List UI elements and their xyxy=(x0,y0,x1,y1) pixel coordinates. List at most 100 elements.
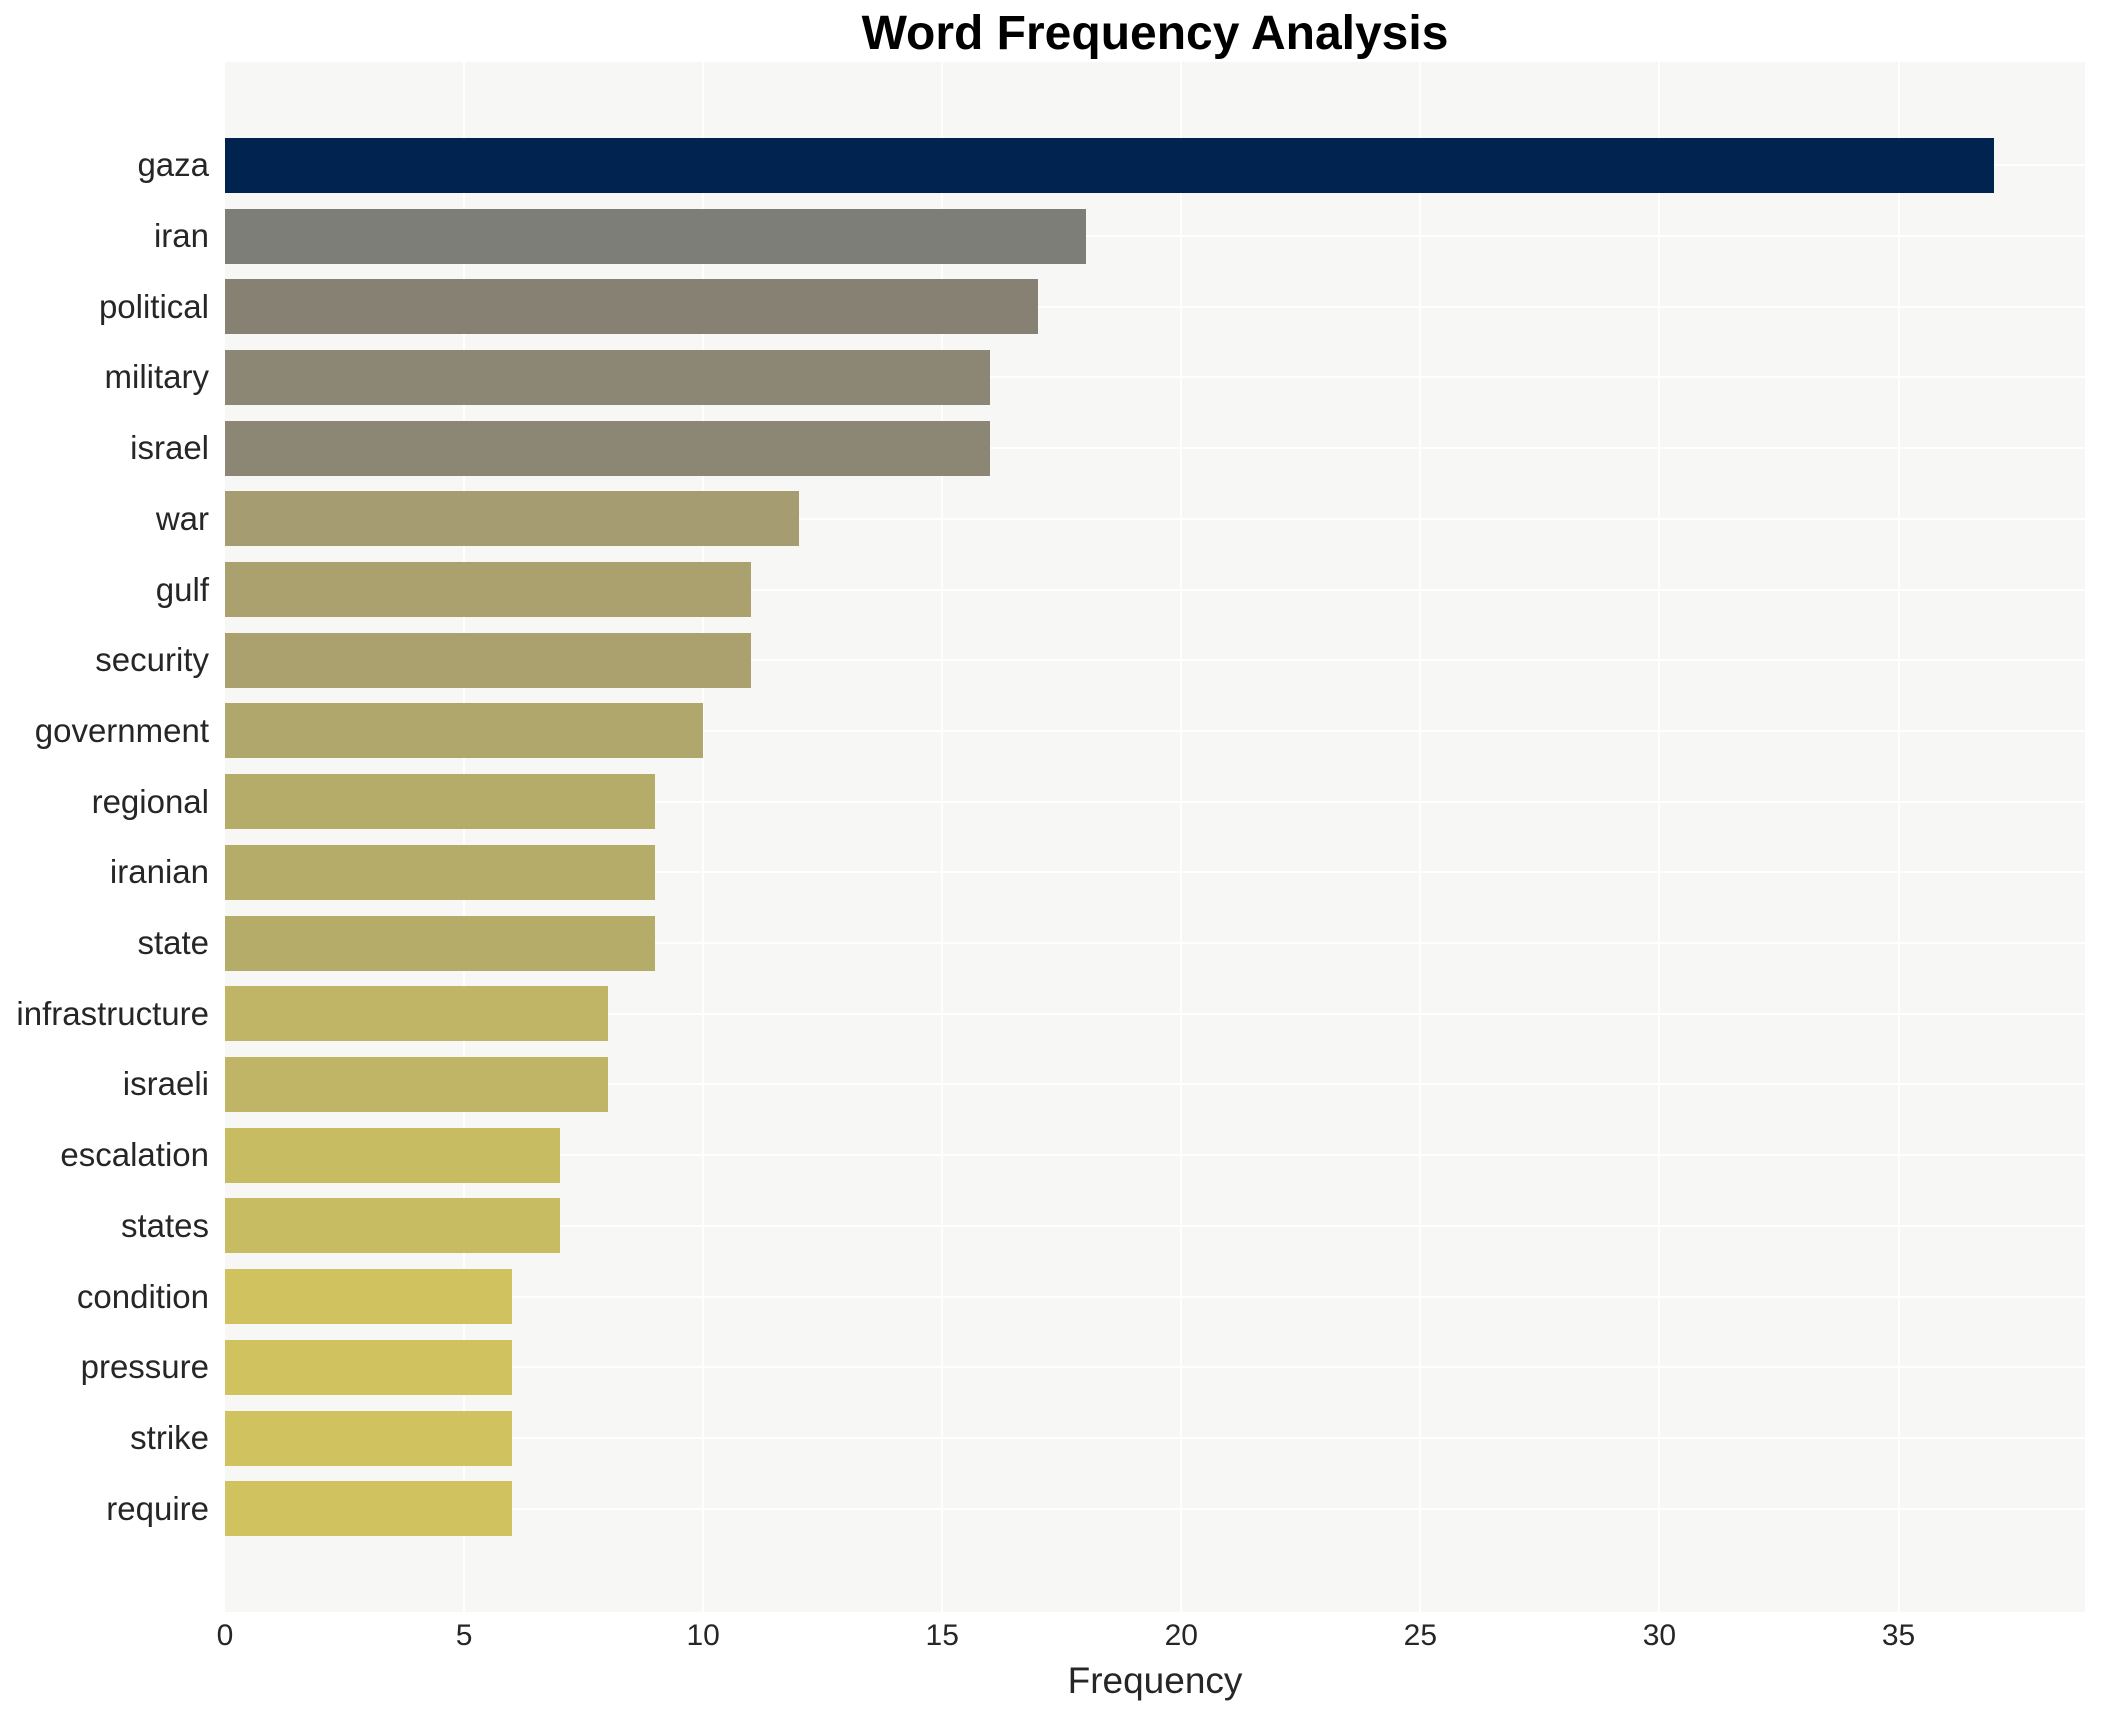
y-tick-label: gulf xyxy=(155,570,209,608)
bar-gulf xyxy=(225,562,751,618)
vertical-gridline xyxy=(941,62,944,1612)
bar-track xyxy=(225,625,2085,696)
bar-row: iranian xyxy=(0,837,2085,908)
bar-track xyxy=(225,837,2085,908)
bar-row: israeli xyxy=(0,1049,2085,1120)
horizontal-gridline xyxy=(225,1437,2085,1439)
vertical-gridline xyxy=(463,62,466,1612)
x-tick-label: 35 xyxy=(1881,1619,1916,1652)
bar-row: gulf xyxy=(0,554,2085,625)
bar-track xyxy=(225,1332,2085,1403)
bar-government xyxy=(225,703,704,759)
y-tick-label: pressure xyxy=(80,1348,209,1386)
y-tick-label: political xyxy=(98,287,209,325)
bar-row: states xyxy=(0,1191,2085,1262)
bar-infrastructure xyxy=(225,986,608,1042)
vertical-gridline xyxy=(1419,62,1422,1612)
bar-track xyxy=(225,1191,2085,1262)
vertical-gridline xyxy=(702,62,705,1612)
bar-israeli xyxy=(225,1056,608,1112)
y-tick-label: war xyxy=(155,499,209,537)
y-tick-label: state xyxy=(137,924,209,962)
bar-track xyxy=(225,271,2085,342)
bar-row: regional xyxy=(0,766,2085,837)
bar-row: iran xyxy=(0,201,2085,272)
bar-track xyxy=(225,766,2085,837)
bar-states xyxy=(225,1198,560,1254)
bar-iranian xyxy=(225,844,656,900)
bar-escalation xyxy=(225,1127,560,1183)
y-tick-label: military xyxy=(104,358,210,396)
bar-row: escalation xyxy=(0,1120,2085,1191)
bar-track xyxy=(225,130,2085,201)
bar-row: infrastructure xyxy=(0,978,2085,1049)
bar-gaza xyxy=(225,137,1995,193)
horizontal-gridline xyxy=(225,1083,2085,1086)
bar-track xyxy=(225,978,2085,1049)
bar-row: war xyxy=(0,484,2085,555)
horizontal-gridline xyxy=(225,1224,2085,1227)
bar-military xyxy=(225,349,991,405)
bar-row: pressure xyxy=(0,1332,2085,1403)
bar-condition xyxy=(225,1269,512,1325)
bar-row: security xyxy=(0,625,2085,696)
horizontal-gridline xyxy=(225,1295,2085,1298)
bar-security xyxy=(225,632,751,688)
vertical-gridline xyxy=(1658,62,1661,1612)
bar-row: strike xyxy=(0,1403,2085,1474)
bar-track xyxy=(225,201,2085,272)
horizontal-gridline xyxy=(225,1154,2085,1157)
bar-track xyxy=(225,554,2085,625)
bar-track xyxy=(225,908,2085,979)
bar-pressure xyxy=(225,1339,512,1395)
y-tick-label: regional xyxy=(91,782,209,820)
x-tick-label: 20 xyxy=(1164,1619,1198,1652)
bar-strike xyxy=(225,1410,512,1466)
vertical-gridline xyxy=(1897,62,1900,1612)
x-tick-label: 10 xyxy=(686,1619,720,1652)
bar-state xyxy=(225,915,656,971)
horizontal-gridline xyxy=(225,517,2085,520)
y-tick-label: states xyxy=(120,1206,209,1244)
y-tick-label: iranian xyxy=(109,853,209,891)
bar-row: military xyxy=(0,342,2085,413)
chart-title: Word Frequency Analysis xyxy=(861,7,1449,60)
rows: gaza iran political military israel war gulf se… xyxy=(0,62,2085,1612)
bar-israel xyxy=(225,420,991,476)
x-tick-label: 15 xyxy=(925,1619,959,1652)
bar-row: gaza xyxy=(0,130,2085,201)
bar-regional xyxy=(225,774,656,830)
y-tick-label: infrastructure xyxy=(16,994,209,1032)
horizontal-gridline xyxy=(225,1366,2085,1369)
x-tick-label: 5 xyxy=(455,1619,473,1652)
y-tick-label: gaza xyxy=(137,146,209,184)
horizontal-gridline xyxy=(225,376,2085,379)
y-tick-label: strike xyxy=(130,1419,209,1456)
bar-row: israel xyxy=(0,413,2085,484)
bar-track xyxy=(225,342,2085,413)
bar-row: political xyxy=(0,271,2085,342)
y-tick-label: require xyxy=(106,1489,209,1527)
bar-track xyxy=(225,696,2085,767)
bar-track xyxy=(225,1473,2085,1544)
bar-row: government xyxy=(0,696,2085,767)
horizontal-gridline xyxy=(225,1507,2085,1510)
horizontal-gridline xyxy=(225,871,2085,874)
bar-war xyxy=(225,491,799,547)
y-tick-label: iran xyxy=(153,217,209,255)
horizontal-gridline xyxy=(225,235,2085,238)
bar-track xyxy=(225,1403,2085,1474)
x-tick-label: 25 xyxy=(1403,1619,1438,1652)
y-tick-label: israeli xyxy=(122,1065,209,1103)
horizontal-gridline xyxy=(225,659,2085,662)
horizontal-gridline xyxy=(225,729,2085,732)
vertical-gridline xyxy=(1180,62,1183,1612)
y-tick-label: condition xyxy=(76,1277,209,1315)
horizontal-gridline xyxy=(225,800,2085,803)
bar-track xyxy=(225,413,2085,484)
bar-track xyxy=(225,1261,2085,1332)
y-tick-label: israel xyxy=(130,429,209,467)
bar-track xyxy=(225,484,2085,555)
bar-require xyxy=(225,1481,512,1537)
